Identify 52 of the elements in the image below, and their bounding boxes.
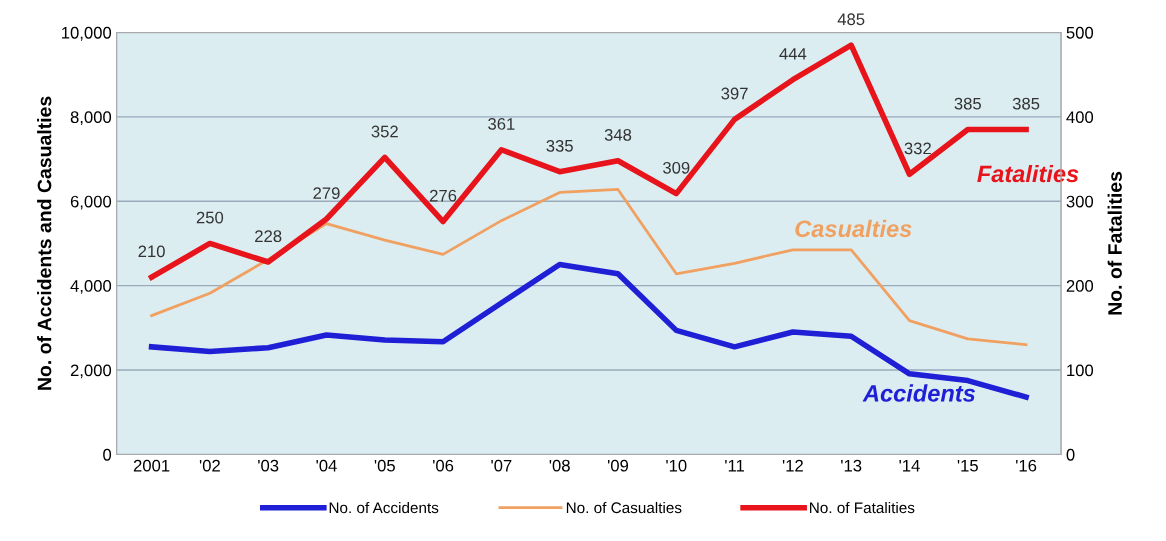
x-tick-label: '05 bbox=[374, 459, 395, 472]
y-tick-label: 2,000 bbox=[70, 364, 112, 379]
data-label: 210 bbox=[138, 245, 165, 258]
legend-label: No. of Accidents bbox=[329, 501, 439, 514]
x-tick-label: '03 bbox=[258, 459, 279, 472]
data-label: 397 bbox=[721, 87, 748, 100]
legend-label: No. of Fatalities bbox=[810, 501, 915, 514]
x-tick-label: 2001 bbox=[133, 459, 170, 472]
data-label: 332 bbox=[904, 142, 931, 155]
data-label: 348 bbox=[604, 128, 632, 141]
data-label: 228 bbox=[255, 230, 282, 243]
y-axis-title: No. of Accidents and Casualties bbox=[37, 96, 52, 390]
y2-tick-label: 500 bbox=[1066, 26, 1094, 39]
legend-label: No. of Casualties bbox=[566, 501, 682, 514]
x-tick-label: '16 bbox=[1016, 459, 1037, 472]
data-label: 385 bbox=[954, 97, 981, 110]
y-tick-label: 6,000 bbox=[70, 195, 112, 210]
y-tick-label: 8,000 bbox=[70, 111, 112, 126]
x-tick-label: '02 bbox=[199, 459, 220, 472]
x-tick-label: '10 bbox=[666, 459, 687, 472]
y2-tick-label: 0 bbox=[1066, 448, 1075, 461]
y2-tick-label: 100 bbox=[1067, 364, 1094, 377]
y-tick-label: 0 bbox=[103, 448, 112, 461]
y2-axis-title: No. of Fatalities bbox=[1107, 171, 1122, 315]
data-label: 444 bbox=[779, 48, 807, 60]
x-tick-label: '06 bbox=[433, 459, 454, 472]
data-label: 276 bbox=[430, 189, 457, 202]
x-tick-label: '07 bbox=[491, 459, 512, 472]
y-tick-label: 4,000 bbox=[70, 280, 112, 294]
data-label: 250 bbox=[196, 211, 224, 224]
x-tick-label: '04 bbox=[316, 459, 337, 472]
x-tick-label: '11 bbox=[725, 459, 745, 472]
data-label: 335 bbox=[546, 139, 573, 152]
y-tick-label: 10,000 bbox=[62, 26, 112, 41]
x-tick-label: '14 bbox=[899, 459, 920, 472]
annotation: Fatalities bbox=[977, 164, 1079, 183]
x-tick-label: '08 bbox=[549, 459, 570, 472]
data-label: 361 bbox=[488, 118, 515, 130]
y2-tick-label: 400 bbox=[1066, 111, 1094, 124]
annotation: Casualties bbox=[795, 219, 912, 238]
data-label: 385 bbox=[1012, 97, 1040, 110]
y2-tick-label: 200 bbox=[1066, 280, 1094, 292]
data-label: 309 bbox=[663, 161, 690, 174]
x-tick-label: '12 bbox=[782, 459, 803, 472]
y2-tick-label: 300 bbox=[1066, 195, 1094, 208]
x-tick-label: '13 bbox=[841, 459, 862, 472]
x-tick-label: '09 bbox=[607, 459, 629, 472]
data-label: 485 bbox=[837, 13, 865, 26]
annotation: Accidents bbox=[862, 384, 976, 402]
data-label: 352 bbox=[371, 125, 398, 138]
data-label: 279 bbox=[313, 187, 340, 200]
x-tick-label: '15 bbox=[957, 459, 978, 472]
